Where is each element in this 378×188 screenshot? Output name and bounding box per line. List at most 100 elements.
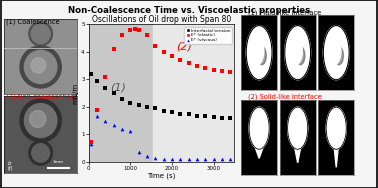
- Circle shape: [31, 58, 46, 73]
- Point: [186, 113, 192, 116]
- Circle shape: [258, 47, 266, 65]
- Point: [111, 123, 117, 126]
- Point: [227, 158, 233, 161]
- Circle shape: [25, 50, 57, 83]
- Point: [88, 142, 94, 145]
- Point: [227, 71, 233, 74]
- Point: [144, 105, 150, 108]
- Circle shape: [246, 26, 272, 80]
- Circle shape: [20, 46, 61, 88]
- Polygon shape: [318, 15, 354, 90]
- Point: [102, 119, 108, 122]
- Point: [186, 158, 192, 161]
- Point: [202, 115, 208, 118]
- Point: [211, 116, 217, 119]
- Polygon shape: [280, 15, 316, 90]
- Point: [219, 116, 225, 119]
- Point: [194, 114, 200, 117]
- Polygon shape: [241, 100, 277, 175]
- Point: [161, 109, 167, 112]
- Point: [127, 101, 133, 104]
- Point: [161, 50, 167, 53]
- Point: [202, 158, 208, 161]
- Polygon shape: [4, 19, 77, 94]
- Point: [152, 45, 158, 48]
- Point: [177, 158, 183, 161]
- Point: [127, 28, 133, 31]
- Text: b: b: [8, 161, 11, 166]
- Polygon shape: [241, 15, 277, 90]
- Circle shape: [285, 26, 311, 80]
- Point: [88, 141, 94, 144]
- Polygon shape: [280, 100, 316, 175]
- Circle shape: [326, 107, 346, 149]
- Text: (1): (1): [110, 83, 126, 92]
- Point: [211, 68, 217, 71]
- Point: [169, 158, 175, 161]
- Y-axis label: mN/m: mN/m: [72, 83, 78, 104]
- Point: [219, 158, 225, 161]
- Point: [144, 155, 150, 158]
- Circle shape: [335, 47, 343, 65]
- Point: [211, 158, 217, 161]
- Point: [152, 157, 158, 160]
- Legend: Interfacial tension, E* (elastic), E* (viscous): Interfacial tension, E* (elastic), E* (v…: [184, 27, 232, 44]
- Polygon shape: [4, 96, 77, 173]
- Circle shape: [329, 115, 339, 135]
- Point: [119, 97, 125, 100]
- Point: [186, 61, 192, 64]
- Point: [152, 107, 158, 110]
- Circle shape: [323, 26, 349, 80]
- Circle shape: [328, 38, 341, 65]
- Polygon shape: [36, 41, 45, 47]
- Text: (1) Coalescence: (1) Coalescence: [6, 19, 59, 25]
- Circle shape: [251, 38, 264, 65]
- Point: [119, 34, 125, 37]
- Circle shape: [29, 111, 46, 127]
- Text: (f): (f): [8, 166, 13, 171]
- Circle shape: [31, 24, 50, 44]
- X-axis label: Time (s): Time (s): [147, 172, 176, 179]
- Point: [94, 108, 100, 111]
- Text: (2): (2): [177, 41, 192, 51]
- Point: [111, 92, 117, 95]
- Circle shape: [291, 115, 300, 135]
- Circle shape: [296, 47, 305, 65]
- Point: [111, 48, 117, 51]
- Circle shape: [288, 107, 308, 149]
- Polygon shape: [334, 146, 338, 167]
- Point: [136, 151, 142, 154]
- Point: [169, 111, 175, 114]
- Title: Oscillations of Oil drop with Span 80: Oscillations of Oil drop with Span 80: [92, 15, 231, 24]
- Point: [132, 27, 138, 30]
- Circle shape: [249, 107, 269, 149]
- Circle shape: [29, 141, 53, 165]
- Polygon shape: [294, 146, 301, 163]
- Circle shape: [20, 99, 61, 142]
- Point: [127, 130, 133, 133]
- Bar: [89, 24, 153, 162]
- Point: [194, 64, 200, 67]
- Point: [227, 117, 233, 120]
- Point: [94, 115, 100, 118]
- Text: 1mm: 1mm: [53, 161, 64, 164]
- Point: [136, 104, 142, 107]
- Polygon shape: [318, 100, 354, 175]
- Circle shape: [32, 144, 50, 162]
- Text: (2) Solid-like interface: (2) Solid-like interface: [248, 94, 321, 101]
- Text: (1) Fluid-like interface: (1) Fluid-like interface: [248, 9, 321, 16]
- Point: [102, 75, 108, 78]
- Point: [119, 127, 125, 130]
- Point: [194, 158, 200, 161]
- Point: [169, 55, 175, 58]
- Point: [102, 86, 108, 89]
- Text: (2) Non-coalescence: (2) Non-coalescence: [6, 94, 74, 101]
- Point: [94, 79, 100, 82]
- Point: [219, 70, 225, 73]
- Circle shape: [252, 115, 262, 135]
- Text: Non-Coalescence Time vs. Viscoelastic properties: Non-Coalescence Time vs. Viscoelastic pr…: [68, 6, 310, 15]
- Polygon shape: [255, 146, 263, 158]
- Point: [202, 66, 208, 69]
- Point: [177, 112, 183, 115]
- Point: [144, 34, 150, 37]
